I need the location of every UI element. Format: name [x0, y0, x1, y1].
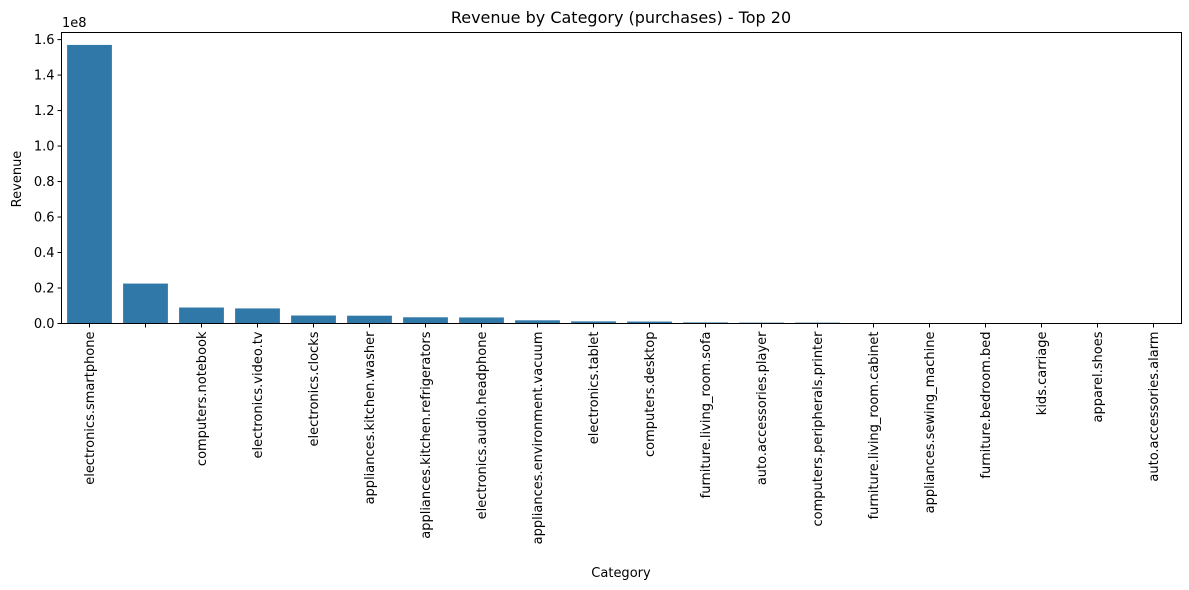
y-axis-label: Revenue: [10, 151, 25, 208]
y-tick-label: 0.2: [34, 282, 55, 297]
y-tick-label: 1.2: [34, 104, 55, 119]
x-tick-label: furniture.bedroom.bed: [979, 332, 994, 479]
bar: [347, 315, 392, 324]
x-tick-label: furniture.living_room.cabinet: [867, 332, 882, 520]
bar: [235, 308, 280, 324]
bar: [459, 317, 504, 324]
x-tick-label: appliances.kitchen.washer: [363, 331, 378, 505]
y-tick-label: 0.0: [34, 317, 55, 332]
x-tick-label: apparel.shoes: [1091, 331, 1106, 422]
y-tick-label: 0.8: [34, 175, 55, 190]
x-tick-label: auto.accessories.player: [755, 331, 770, 485]
x-tick-label: electronics.smartphone: [83, 331, 98, 484]
x-tick-label: electronics.clocks: [307, 331, 322, 446]
x-tick-label: computers.peripherals.printer: [811, 331, 826, 527]
x-tick-label: appliances.sewing_machine: [923, 332, 938, 514]
x-tick-label: electronics.audio.headphone: [475, 332, 490, 520]
x-tick-label: appliances.kitchen.refrigerators: [419, 331, 434, 538]
x-tick-label: computers.notebook: [195, 331, 210, 466]
bar: [627, 321, 672, 324]
x-axis-label: Category: [591, 566, 651, 581]
bar: [291, 315, 336, 324]
bar: [67, 44, 112, 324]
y-axis-multiplier: 1e8: [62, 16, 87, 31]
y-axis: 0.0 0.2 0.4 0.6 0.8 1.0 1.2 1.4 1.6: [34, 33, 62, 332]
x-tick-label: computers.desktop: [643, 332, 658, 457]
x-tick-label: appliances.environment.vacuum: [531, 332, 546, 545]
x-axis: electronics.smartphone computers.notebook…: [83, 323, 1162, 545]
x-tick-label: furniture.living_room.sofa: [699, 332, 714, 499]
bar: [515, 320, 560, 324]
y-tick-label: 0.6: [34, 211, 55, 226]
y-tick-label: 1.6: [34, 33, 55, 48]
y-tick-label: 1.4: [34, 69, 55, 84]
bar: [403, 317, 448, 324]
bar: [123, 283, 168, 324]
y-tick-label: 1.0: [34, 140, 55, 155]
bar: [571, 321, 616, 324]
bar: [179, 307, 224, 324]
plot-area-frame: [61, 32, 1182, 324]
chart-title: Revenue by Category (purchases) - Top 20: [451, 8, 791, 27]
x-tick-label: electronics.video.tv: [251, 331, 266, 458]
x-tick-label: kids.carriage: [1035, 332, 1050, 416]
x-tick-label: electronics.tablet: [587, 332, 602, 445]
y-tick-label: 0.4: [34, 246, 55, 261]
x-tick-label: auto.accessories.alarm: [1147, 332, 1162, 482]
bars-group: [67, 44, 1176, 324]
bar: [683, 322, 728, 324]
